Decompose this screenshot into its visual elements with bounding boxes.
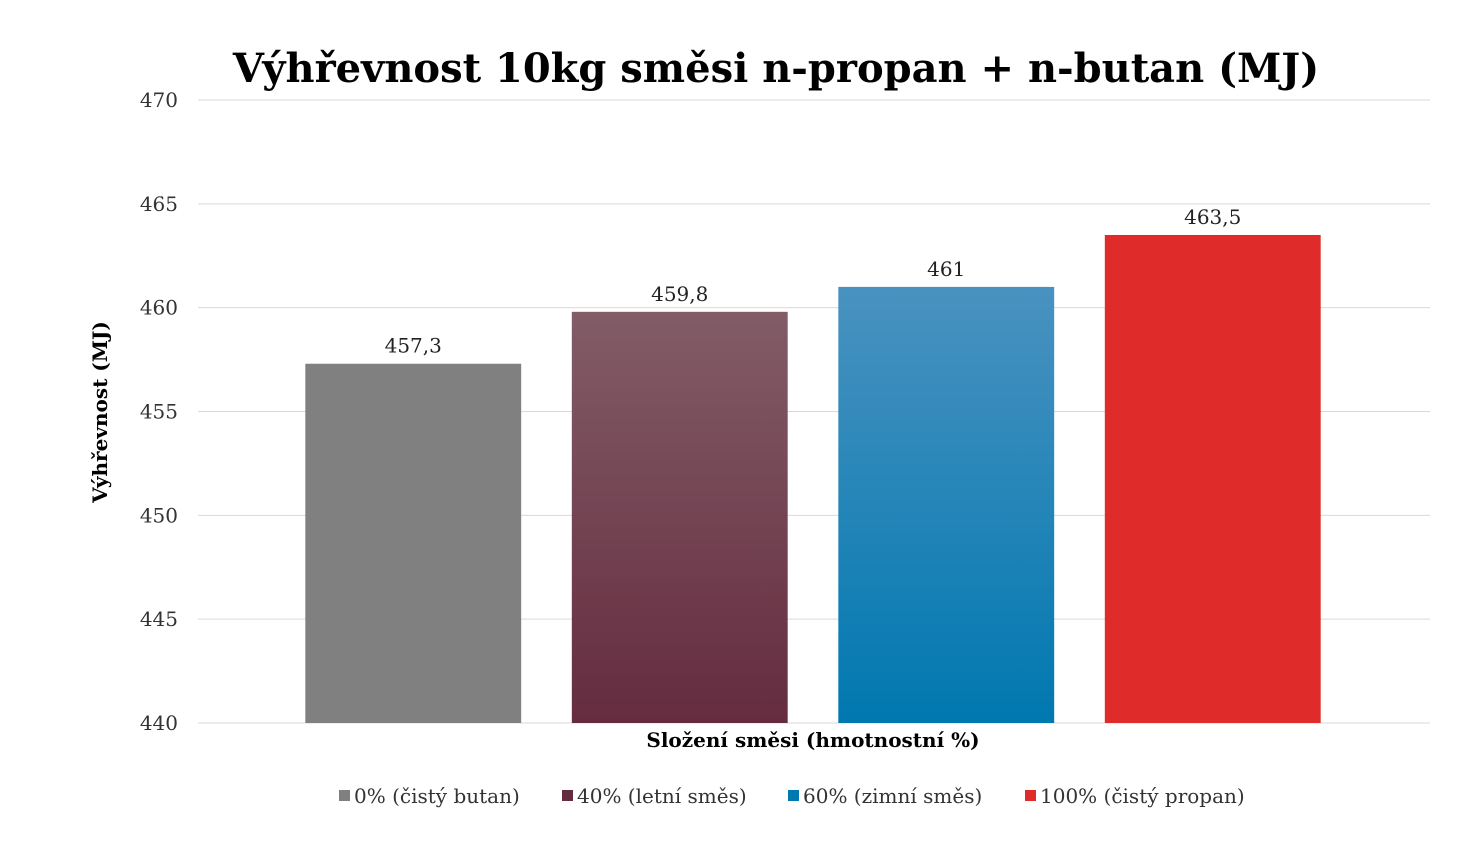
legend: 0% (čistý butan) 40% (letní směs) 60% (zim… [339,784,1245,808]
bar [305,363,522,723]
bar [1104,234,1321,723]
x-axis-title: Složení směsi (hmotnostní %) [646,728,979,752]
bar [571,311,788,723]
data-label: 459,8 [651,282,708,306]
legend-swatch [562,790,573,801]
data-label: 461 [927,257,965,281]
y-tick-label: 460 [140,296,178,320]
y-tick-label: 455 [140,400,178,424]
y-tick-label: 470 [140,88,178,112]
y-tick-label: 440 [140,711,178,735]
data-labels: 457,3 459,8 461 463,5 [385,205,1242,358]
y-tick-label: 445 [140,607,178,631]
data-label: 457,3 [385,334,442,358]
y-axis-ticks: 440 445 450 455 460 465 470 [140,88,178,735]
legend-label: 60% (zimní směs) [803,784,982,808]
legend-label: 40% (letní směs) [577,784,747,808]
y-tick-label: 465 [140,192,178,216]
bars [305,234,1321,723]
data-label: 463,5 [1184,205,1241,229]
bar [838,286,1055,723]
legend-swatch [339,790,350,801]
y-tick-label: 450 [140,503,178,527]
legend-label: 0% (čistý butan) [354,784,520,808]
y-axis-title: Výhřevnost (MJ) [88,321,112,504]
legend-swatch [1025,790,1036,801]
legend-swatch [788,790,799,801]
chart-title: Výhřevnost 10kg směsi n-propan + n-butan… [232,45,1319,92]
legend-label: 100% (čistý propan) [1040,784,1245,808]
